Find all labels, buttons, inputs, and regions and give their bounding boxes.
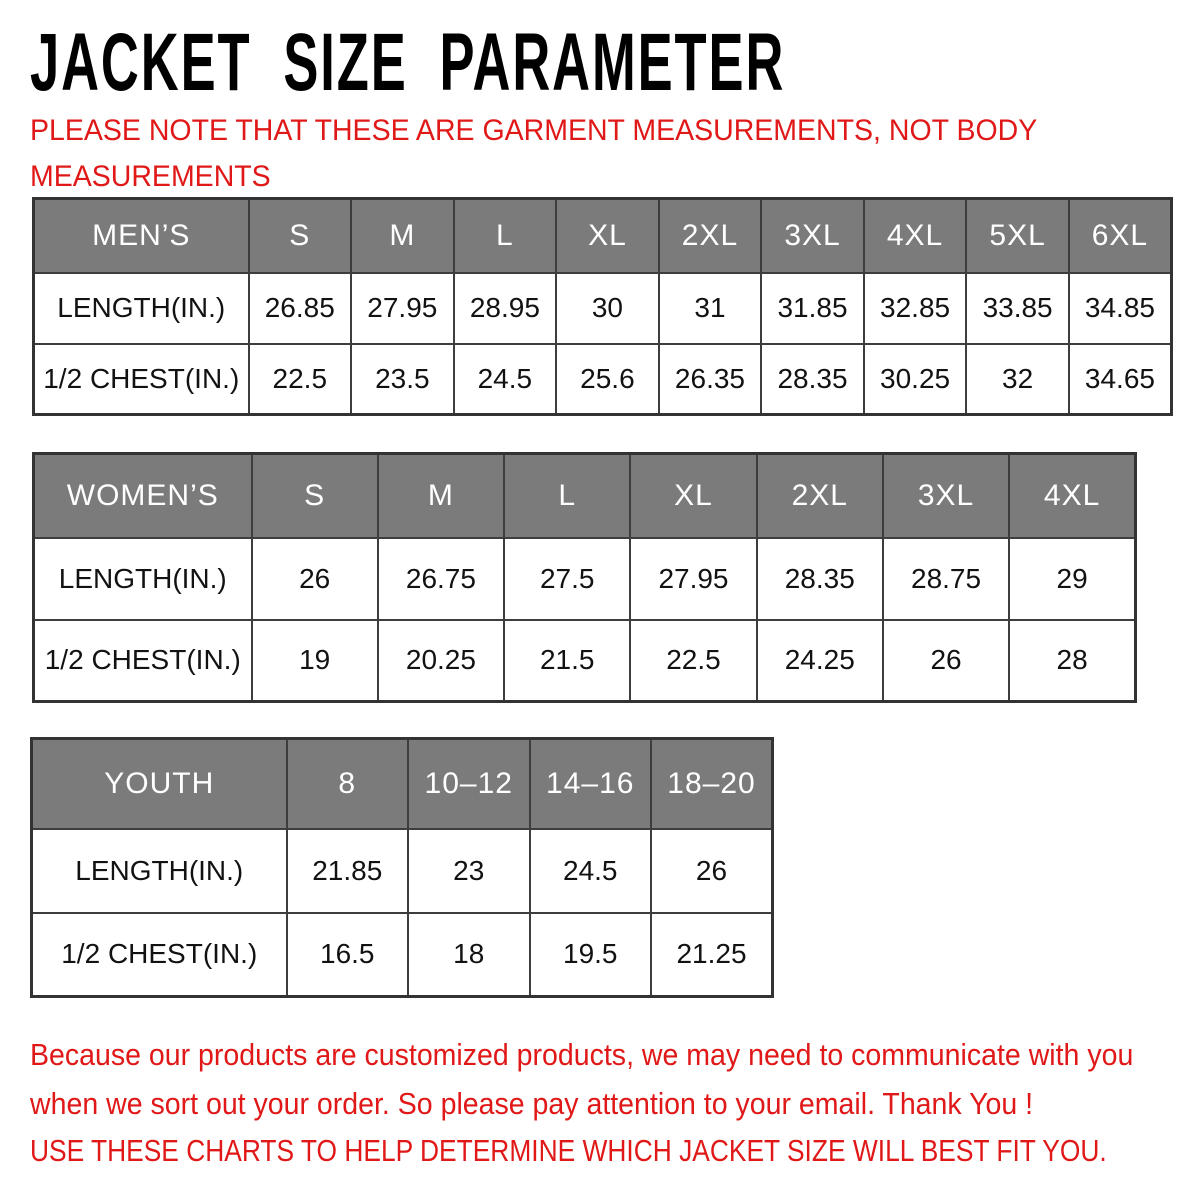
youth-length-row: LENGTH(IN.) 21.85 23 24.5 26 [30,827,774,914]
header-cell: S [250,452,379,539]
value-cell: 18 [407,911,531,998]
value-cell: 22.5 [247,342,353,416]
value-cell: 25.6 [555,342,660,416]
label-cell: 1/2 CHEST(IN.) [32,342,250,416]
womens-size-table: WOMEN’S S M L XL 2XL 3XL 4XL LENGTH(IN.)… [32,452,1137,703]
page-title: JACKET SIZE PARAMETER [30,17,786,108]
value-cell: 21.25 [650,911,774,998]
value-cell: 24.25 [755,618,884,703]
label-cell: LENGTH(IN.) [32,271,250,345]
value-cell: 23 [407,827,531,914]
header-cell: 18–20 [650,737,774,830]
header-cell: 4XL [1008,452,1137,539]
value-cell: 28 [1008,618,1137,703]
value-cell: 19 [250,618,379,703]
header-cell: 3XL [881,452,1011,539]
footer-line-1: Because our products are customized prod… [30,1037,1134,1072]
value-cell: 31.85 [760,271,865,345]
use-charts-note: USE THESE CHARTS TO HELP DETERMINE WHICH… [30,1133,1107,1168]
header-cell: M [350,197,455,274]
customized-products-note: Because our products are customized prod… [30,1030,1133,1128]
value-cell: 30.25 [862,342,968,416]
header-cell: YOUTH [30,737,288,830]
value-cell: 32 [965,342,1070,416]
header-cell: 3XL [760,197,865,274]
value-cell: 28.35 [755,536,884,621]
header-cell: 5XL [965,197,1070,274]
value-cell: 29 [1008,536,1137,621]
header-cell: 6XL [1067,197,1173,274]
womens-chest-row: 1/2 CHEST(IN.) 19 20.25 21.5 22.5 24.25 … [32,618,1137,703]
header-cell: L [503,452,632,539]
note-line-2: MEASUREMENTS [30,160,271,193]
value-cell: 26.85 [247,271,353,345]
womens-header-row: WOMEN’S S M L XL 2XL 3XL 4XL [32,452,1137,539]
header-cell: 4XL [862,197,968,274]
header-cell: S [247,197,353,274]
label-cell: LENGTH(IN.) [32,536,253,621]
header-cell: 8 [285,737,409,830]
womens-length-row: LENGTH(IN.) 26 26.75 27.5 27.95 28.35 28… [32,536,1137,621]
header-cell: 10–12 [407,737,531,830]
value-cell: 24.5 [452,342,558,416]
value-cell: 31 [657,271,763,345]
youth-size-table: YOUTH 8 10–12 14–16 18–20 LENGTH(IN.) 21… [30,737,774,998]
value-cell: 27.95 [350,271,455,345]
value-cell: 26 [650,827,774,914]
value-cell: 33.85 [965,271,1070,345]
value-cell: 27.5 [503,536,632,621]
header-cell: 14–16 [528,737,652,830]
value-cell: 28.95 [452,271,558,345]
value-cell: 26 [250,536,379,621]
value-cell: 28.35 [760,342,865,416]
value-cell: 34.85 [1067,271,1173,345]
value-cell: 21.5 [503,618,632,703]
note-line-1: PLEASE NOTE THAT THESE ARE GARMENT MEASU… [30,114,1038,147]
value-cell: 26.75 [376,536,506,621]
value-cell: 20.25 [376,618,506,703]
youth-header-row: YOUTH 8 10–12 14–16 18–20 [30,737,774,830]
mens-length-row: LENGTH(IN.) 26.85 27.95 28.95 30 31 31.8… [32,271,1173,345]
mens-header-row: MEN’S S M L XL 2XL 3XL 4XL 5XL 6XL [32,197,1173,274]
mens-chest-row: 1/2 CHEST(IN.) 22.5 23.5 24.5 25.6 26.35… [32,342,1173,416]
value-cell: 21.85 [285,827,409,914]
footer-line-2: when we sort out your order. So please p… [30,1086,1034,1121]
header-cell: M [376,452,506,539]
header-cell: L [452,197,558,274]
header-cell: MEN’S [32,197,250,274]
value-cell: 27.95 [629,536,758,621]
value-cell: 19.5 [528,911,652,998]
garment-measurement-note: PLEASE NOTE THAT THESE ARE GARMENT MEASU… [30,108,1037,200]
value-cell: 22.5 [629,618,758,703]
header-cell: XL [555,197,660,274]
value-cell: 16.5 [285,911,409,998]
label-cell: 1/2 CHEST(IN.) [30,911,288,998]
value-cell: 28.75 [881,536,1011,621]
header-cell: XL [629,452,758,539]
value-cell: 23.5 [350,342,455,416]
value-cell: 26 [881,618,1011,703]
value-cell: 30 [555,271,660,345]
header-cell: 2XL [657,197,763,274]
header-cell: 2XL [755,452,884,539]
label-cell: LENGTH(IN.) [30,827,288,914]
value-cell: 26.35 [657,342,763,416]
label-cell: 1/2 CHEST(IN.) [32,618,253,703]
value-cell: 34.65 [1067,342,1173,416]
mens-size-table: MEN’S S M L XL 2XL 3XL 4XL 5XL 6XL LENGT… [32,197,1173,416]
value-cell: 32.85 [862,271,968,345]
value-cell: 24.5 [528,827,652,914]
youth-chest-row: 1/2 CHEST(IN.) 16.5 18 19.5 21.25 [30,911,774,998]
header-cell: WOMEN’S [32,452,253,539]
